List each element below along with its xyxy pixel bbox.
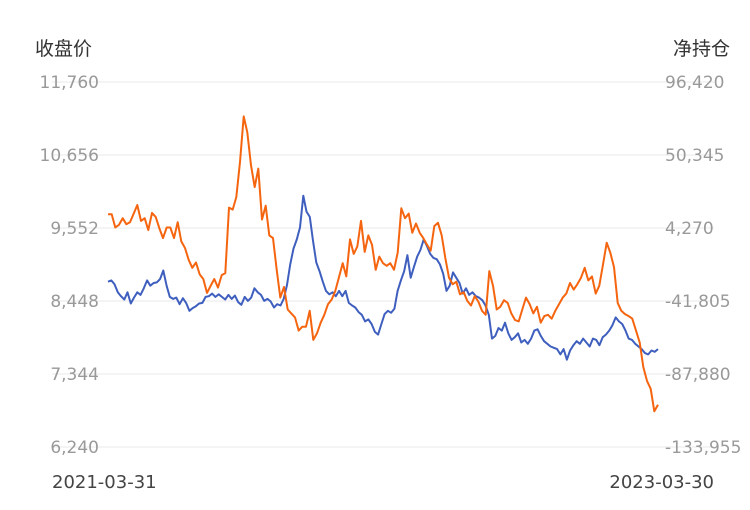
right-tick-label: -41,805 — [665, 292, 731, 312]
right-tick-label: 4,270 — [665, 219, 714, 239]
series-lines — [107, 115, 659, 413]
right-tick-label: -133,955 — [665, 438, 741, 458]
left-tick-label: 6,240 — [50, 438, 99, 458]
left-tick-label: 9,552 — [50, 219, 99, 239]
series-line-2 — [108, 115, 659, 413]
left-tick-label: 10,656 — [40, 146, 99, 166]
left-tick-label: 11,760 — [40, 73, 99, 93]
left-axis-title: 收盘价 — [35, 38, 92, 60]
x-axis-start-label: 2021-03-31 — [52, 472, 157, 493]
gridlines — [52, 81, 714, 448]
right-tick-label: 96,420 — [665, 73, 724, 93]
x-axis-end-label: 2023-03-30 — [609, 472, 714, 493]
right-axis-title: 净持仓 — [673, 38, 730, 60]
right-axis-ticks: 96,420 50,345 4,270 -41,805 -87,880 -133,955 — [665, 73, 741, 458]
right-tick-label: 50,345 — [665, 146, 724, 166]
right-tick-label: -87,880 — [665, 365, 731, 385]
left-tick-label: 8,448 — [50, 292, 99, 312]
left-tick-label: 7,344 — [50, 365, 99, 385]
series-line-1 — [107, 194, 659, 361]
left-axis-ticks: 11,760 10,656 9,552 8,448 7,344 6,240 — [40, 73, 99, 458]
